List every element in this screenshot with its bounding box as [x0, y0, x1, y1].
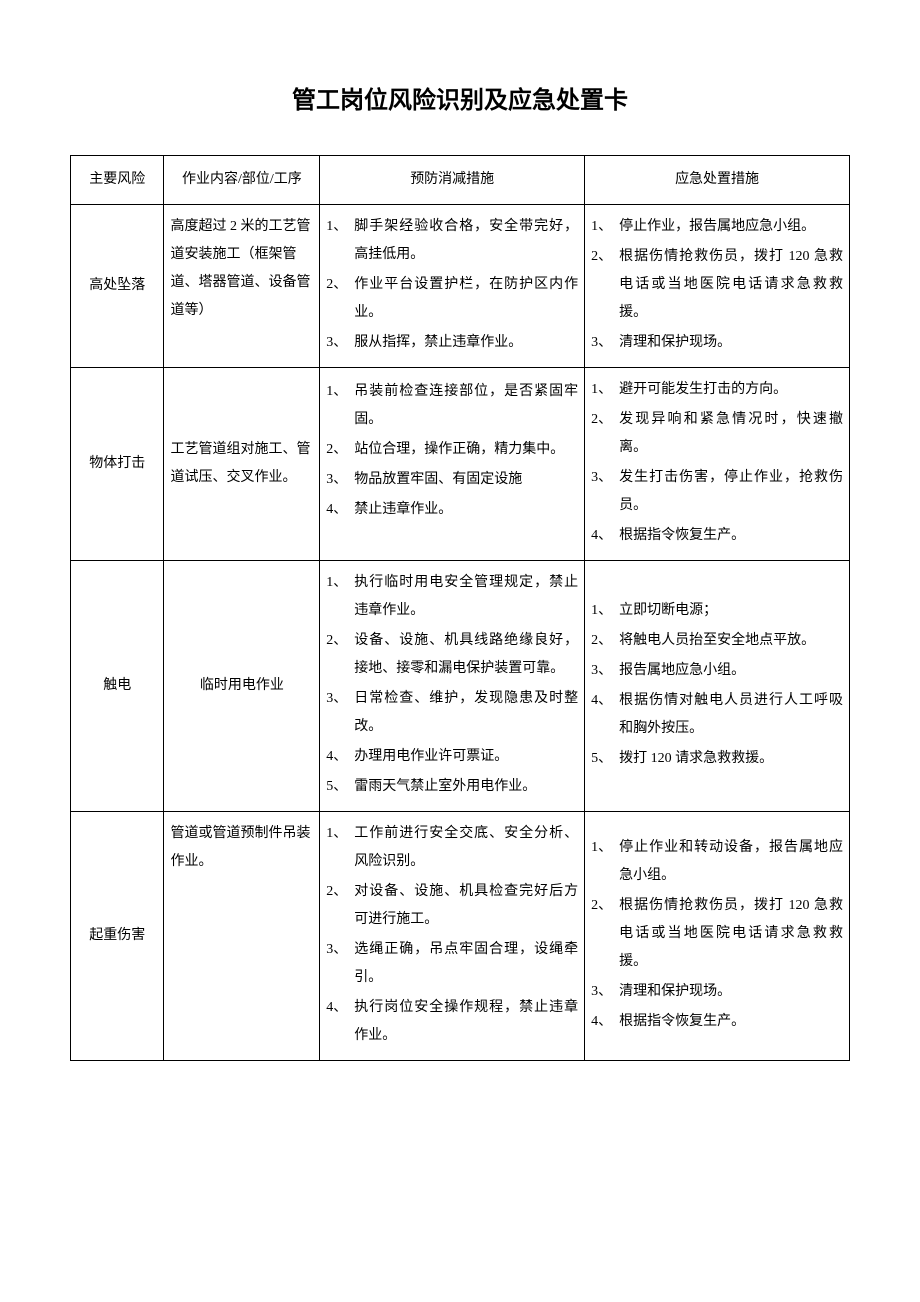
work-cell: 管道或管道预制件吊装作业。	[164, 812, 320, 1061]
list-item: 1、吊装前检查连接部位，是否紧固牢固。	[326, 378, 578, 434]
list-item: 2、将触电人员抬至安全地点平放。	[591, 627, 843, 655]
list-item: 1、避开可能发生打击的方向。	[591, 376, 843, 404]
list-item: 1、执行临时用电安全管理规定，禁止违章作业。	[326, 569, 578, 625]
list-item: 4、执行岗位安全操作规程，禁止违章作业。	[326, 994, 578, 1050]
prevent-cell: 1、脚手架经验收合格，安全带完好，高挂低用。 2、作业平台设置护栏，在防护区内作…	[320, 205, 585, 368]
list-item: 4、根据伤情对触电人员进行人工呼吸和胸外按压。	[591, 687, 843, 743]
list-item: 3、发生打击伤害，停止作业，抢救伤员。	[591, 464, 843, 520]
page-title: 管工岗位风险识别及应急处置卡	[70, 80, 850, 115]
risk-cell: 触电	[71, 561, 164, 812]
list-item: 3、选绳正确，吊点牢固合理，设绳牵引。	[326, 936, 578, 992]
header-prevent: 预防消减措施	[320, 156, 585, 205]
emergency-cell: 1、立即切断电源； 2、将触电人员抬至安全地点平放。 3、报告属地应急小组。 4…	[585, 561, 850, 812]
table-row: 物体打击 工艺管道组对施工、管道试压、交叉作业。 1、吊装前检查连接部位，是否紧…	[71, 368, 850, 561]
list-item: 2、根据伤情抢救伤员，拨打 120 急救电话或当地医院电话请求急救救援。	[591, 243, 843, 327]
emergency-list: 1、避开可能发生打击的方向。 2、发现异响和紧急情况时，快速撤离。 3、发生打击…	[591, 376, 843, 550]
prevent-cell: 1、执行临时用电安全管理规定，禁止违章作业。 2、设备、设施、机具线路绝缘良好，…	[320, 561, 585, 812]
list-item: 4、根据指令恢复生产。	[591, 1008, 843, 1036]
work-cell: 高度超过 2 米的工艺管道安装施工（框架管道、塔器管道、设备管道等）	[164, 205, 320, 368]
list-item: 3、日常检查、维护，发现隐患及时整改。	[326, 685, 578, 741]
list-item: 2、对设备、设施、机具检查完好后方可进行施工。	[326, 878, 578, 934]
list-item: 3、报告属地应急小组。	[591, 657, 843, 685]
list-item: 2、根据伤情抢救伤员，拨打 120 急救电话或当地医院电话请求急救救援。	[591, 892, 843, 976]
list-item: 4、禁止违章作业。	[326, 496, 578, 524]
list-item: 2、设备、设施、机具线路绝缘良好，接地、接零和漏电保护装置可靠。	[326, 627, 578, 683]
emergency-cell: 1、停止作业，报告属地应急小组。 2、根据伤情抢救伤员，拨打 120 急救电话或…	[585, 205, 850, 368]
table-row: 触电 临时用电作业 1、执行临时用电安全管理规定，禁止违章作业。 2、设备、设施…	[71, 561, 850, 812]
table-row: 起重伤害 管道或管道预制件吊装作业。 1、工作前进行安全交底、安全分析、风险识别…	[71, 812, 850, 1061]
emergency-list: 1、停止作业，报告属地应急小组。 2、根据伤情抢救伤员，拨打 120 急救电话或…	[591, 213, 843, 357]
list-item: 1、停止作业，报告属地应急小组。	[591, 213, 843, 241]
list-item: 2、作业平台设置护栏，在防护区内作业。	[326, 271, 578, 327]
list-item: 3、服从指挥，禁止违章作业。	[326, 329, 578, 357]
table-body: 高处坠落 高度超过 2 米的工艺管道安装施工（框架管道、塔器管道、设备管道等） …	[71, 205, 850, 1061]
header-work: 作业内容/部位/工序	[164, 156, 320, 205]
list-item: 1、工作前进行安全交底、安全分析、风险识别。	[326, 820, 578, 876]
prevent-list: 1、执行临时用电安全管理规定，禁止违章作业。 2、设备、设施、机具线路绝缘良好，…	[326, 569, 578, 801]
list-item: 1、立即切断电源；	[591, 597, 843, 625]
list-item: 3、清理和保护现场。	[591, 978, 843, 1006]
list-item: 2、站位合理，操作正确，精力集中。	[326, 436, 578, 464]
header-emergency: 应急处置措施	[585, 156, 850, 205]
table-header-row: 主要风险 作业内容/部位/工序 预防消减措施 应急处置措施	[71, 156, 850, 205]
header-risk: 主要风险	[71, 156, 164, 205]
work-cell: 临时用电作业	[164, 561, 320, 812]
table-row: 高处坠落 高度超过 2 米的工艺管道安装施工（框架管道、塔器管道、设备管道等） …	[71, 205, 850, 368]
risk-table: 主要风险 作业内容/部位/工序 预防消减措施 应急处置措施 高处坠落 高度超过 …	[70, 155, 850, 1061]
prevent-cell: 1、工作前进行安全交底、安全分析、风险识别。 2、对设备、设施、机具检查完好后方…	[320, 812, 585, 1061]
list-item: 5、拨打 120 请求急救救援。	[591, 745, 843, 773]
list-item: 2、发现异响和紧急情况时，快速撤离。	[591, 406, 843, 462]
prevent-list: 1、脚手架经验收合格，安全带完好，高挂低用。 2、作业平台设置护栏，在防护区内作…	[326, 213, 578, 357]
list-item: 3、清理和保护现场。	[591, 329, 843, 357]
emergency-list: 1、立即切断电源； 2、将触电人员抬至安全地点平放。 3、报告属地应急小组。 4…	[591, 597, 843, 773]
risk-cell: 物体打击	[71, 368, 164, 561]
list-item: 1、停止作业和转动设备，报告属地应急小组。	[591, 834, 843, 890]
list-item: 3、物品放置牢固、有固定设施	[326, 466, 578, 494]
list-item: 1、脚手架经验收合格，安全带完好，高挂低用。	[326, 213, 578, 269]
prevent-list: 1、吊装前检查连接部位，是否紧固牢固。 2、站位合理，操作正确，精力集中。 3、…	[326, 378, 578, 524]
list-item: 4、办理用电作业许可票证。	[326, 743, 578, 771]
emergency-list: 1、停止作业和转动设备，报告属地应急小组。 2、根据伤情抢救伤员，拨打 120 …	[591, 834, 843, 1036]
risk-cell: 起重伤害	[71, 812, 164, 1061]
list-item: 4、根据指令恢复生产。	[591, 522, 843, 550]
prevent-list: 1、工作前进行安全交底、安全分析、风险识别。 2、对设备、设施、机具检查完好后方…	[326, 820, 578, 1050]
prevent-cell: 1、吊装前检查连接部位，是否紧固牢固。 2、站位合理，操作正确，精力集中。 3、…	[320, 368, 585, 561]
risk-cell: 高处坠落	[71, 205, 164, 368]
work-cell: 工艺管道组对施工、管道试压、交叉作业。	[164, 368, 320, 561]
emergency-cell: 1、停止作业和转动设备，报告属地应急小组。 2、根据伤情抢救伤员，拨打 120 …	[585, 812, 850, 1061]
list-item: 5、雷雨天气禁止室外用电作业。	[326, 773, 578, 801]
emergency-cell: 1、避开可能发生打击的方向。 2、发现异响和紧急情况时，快速撤离。 3、发生打击…	[585, 368, 850, 561]
